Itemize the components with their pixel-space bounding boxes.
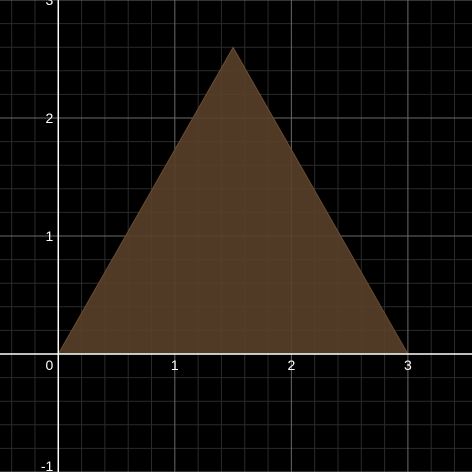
- x-tick-label: 3: [404, 357, 412, 373]
- tick-labels: 0 1 2 3 -1 1 2 3: [41, 0, 412, 472]
- origin-label: 0: [45, 357, 53, 373]
- x-tick-label: 2: [287, 357, 295, 373]
- x-tick-label: 1: [171, 357, 179, 373]
- y-tick-label: -1: [41, 458, 54, 472]
- y-tick-label: 3: [45, 0, 53, 8]
- y-tick-label: 1: [45, 228, 53, 244]
- y-tick-label: 2: [45, 110, 53, 126]
